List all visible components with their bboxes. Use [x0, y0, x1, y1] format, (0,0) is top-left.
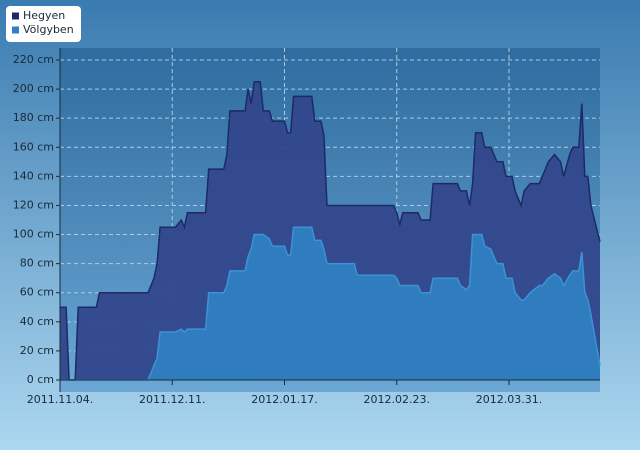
- legend-swatch: [12, 26, 19, 34]
- axes: 0 cm 20 cm 40 cm 60 cm 80 cm 100 cm 120 cm 140 …: [13, 48, 600, 406]
- y-tick-label: 180 cm: [13, 111, 54, 124]
- x-tick-label: 2012.03.31.: [476, 393, 542, 406]
- area: [60, 227, 600, 380]
- y-tick-label: 20 cm: [20, 344, 54, 357]
- y-tick-label: 160 cm: [13, 140, 54, 153]
- x-tick-label: 2012.02.23.: [363, 393, 429, 406]
- y-tick-label: 80 cm: [20, 257, 54, 270]
- y-tick-label: 0 cm: [27, 373, 54, 386]
- legend-swatch: [12, 12, 19, 20]
- y-tick-label: 220 cm: [13, 53, 54, 66]
- area-line: [60, 226, 601, 381]
- area-line: [60, 81, 601, 381]
- y-tick-label: 140 cm: [13, 169, 54, 182]
- legend-label: Hegyen: [23, 9, 65, 22]
- areas: [60, 81, 601, 381]
- y-tick-label: 200 cm: [13, 82, 54, 95]
- legend-box: [6, 6, 81, 42]
- y-tick-label: 40 cm: [20, 315, 54, 328]
- x-tick-label: 2011.12.11.: [139, 393, 205, 406]
- legend-label: Völgyben: [23, 23, 74, 36]
- x-tick-label: 2012.01.17.: [251, 393, 317, 406]
- y-tick-label: 120 cm: [13, 198, 54, 211]
- y-tick-label: 60 cm: [20, 286, 54, 299]
- y-tick-label: 100 cm: [13, 228, 54, 241]
- x-tick-label: 2011.11.04.: [27, 393, 93, 406]
